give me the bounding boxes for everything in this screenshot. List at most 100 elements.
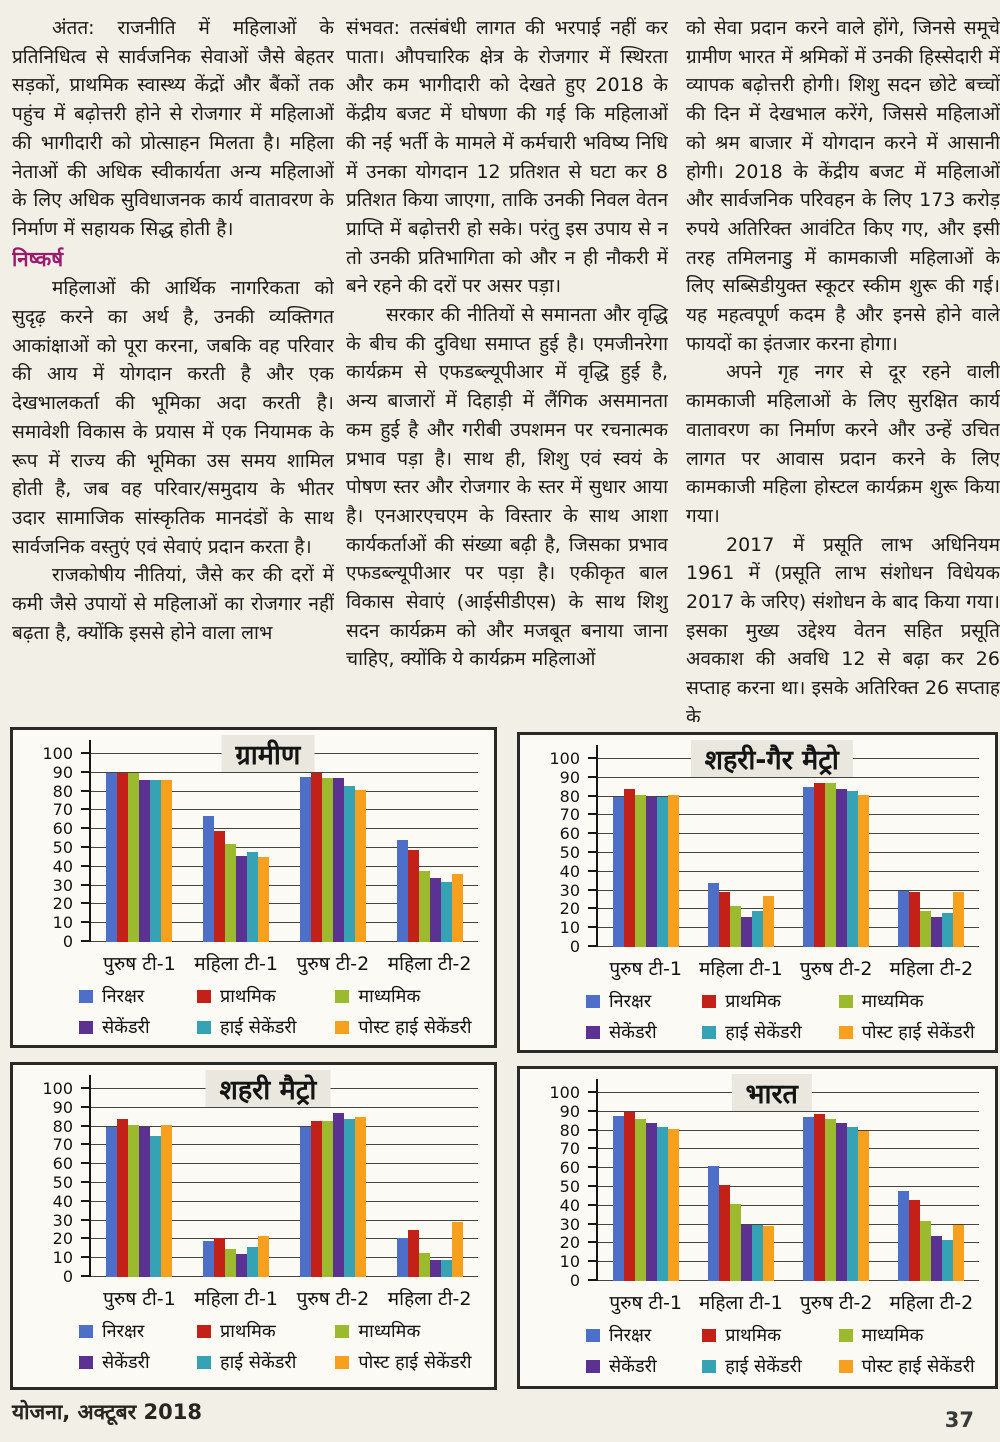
axis-tick	[81, 770, 91, 773]
y-axis-label: 100	[42, 744, 73, 763]
y-axis-label: 70	[559, 805, 580, 825]
y-axis-label: 10	[559, 918, 580, 938]
bar	[106, 1126, 118, 1277]
bar-group	[381, 1089, 478, 1277]
axis-tick	[81, 1143, 91, 1146]
y-axis-label: 30	[559, 880, 580, 900]
gridline	[91, 1106, 478, 1108]
legend-swatch-icon	[197, 1020, 212, 1034]
y-axis-label: 60	[52, 1154, 73, 1174]
x-axis-label: पुरुष टी-1	[103, 953, 176, 975]
y-axis-label: 60	[52, 819, 73, 839]
chart-legend: निरक्षर प्राथमिक माध्यमिक सेकेंडरी हाई सेकें…	[79, 984, 486, 1039]
y-axis-label: 60	[559, 1158, 580, 1178]
bar-group	[693, 1093, 788, 1281]
y-axis-label: 80	[52, 1116, 73, 1136]
x-axis-label: महिला टी-1	[194, 1288, 278, 1310]
bar	[418, 870, 430, 942]
bar	[707, 883, 719, 947]
legend-swatch-icon	[335, 1324, 350, 1338]
paragraph: अंतत: राजनीति में महिलाओं के प्रतिनिधित्…	[12, 17, 334, 240]
bar	[214, 831, 226, 942]
legend-swatch-icon	[335, 1355, 350, 1369]
bar	[612, 1115, 624, 1281]
legend-swatch-icon	[586, 1025, 600, 1039]
bar-group	[381, 754, 478, 942]
text-column-3: को सेवा प्रदान करने वाले होंगे, जिनसे सम…	[686, 14, 1000, 722]
bar	[451, 1222, 463, 1277]
legend-item: हाई सेकेंडरी	[702, 1020, 838, 1044]
axis-tick	[81, 1105, 91, 1108]
x-axis-label: पुरुष टी-1	[609, 1292, 682, 1314]
plot-area: 0 10 20 30 40 50 60 70 80 90 100	[549, 1079, 979, 1289]
legend-swatch-icon	[197, 989, 212, 1003]
bar	[718, 892, 730, 947]
chart-title: भारत	[731, 1074, 812, 1111]
legend-item: सेकेंडरी	[79, 1015, 197, 1039]
y-axis-label: 90	[52, 1097, 73, 1117]
legend-swatch-icon	[838, 994, 853, 1008]
gridline	[91, 1200, 478, 1202]
legend-swatch-icon	[586, 1359, 600, 1373]
gridline	[598, 1204, 979, 1206]
bar-group	[884, 759, 979, 947]
axis-tick	[588, 907, 598, 910]
axis-tick	[81, 940, 91, 942]
bar-group	[598, 1093, 693, 1281]
axis-tick	[588, 1091, 598, 1093]
bar	[740, 916, 752, 947]
legend-item: सेकेंडरी	[586, 1354, 702, 1378]
axis-tick	[81, 1087, 91, 1089]
y-axis-label: 90	[559, 1101, 580, 1121]
y-axis-label: 100	[549, 749, 580, 768]
axis-tick	[81, 1162, 91, 1165]
gridline	[91, 809, 478, 811]
y-axis-label: 80	[559, 786, 580, 806]
gridline	[598, 946, 979, 947]
text-column-2: संभवत: तत्संबंधी लागत की भरपाई नहीं कर प…	[346, 14, 668, 722]
bar-group	[598, 759, 693, 947]
legend-label: माध्यमिक	[358, 986, 421, 1007]
y-axis-label: 0	[62, 1267, 73, 1286]
gridline	[598, 1110, 979, 1112]
axis-tick	[588, 832, 598, 835]
bar	[332, 778, 344, 942]
bar	[898, 890, 910, 947]
legend-item: माध्यमिक	[335, 1319, 486, 1343]
bar-group	[91, 1089, 188, 1277]
axis-tick	[588, 1203, 598, 1206]
bar	[623, 1111, 635, 1281]
legend-label: हाई सेकेंडरी	[725, 1356, 802, 1377]
gridline	[598, 814, 979, 816]
bar	[623, 789, 635, 947]
axis-tick	[588, 1222, 598, 1225]
y-axis-label: 50	[52, 838, 73, 857]
bar	[299, 776, 311, 942]
legend-swatch-icon	[335, 989, 350, 1003]
bar	[258, 857, 270, 942]
bar	[729, 905, 741, 947]
legend-label: प्राथमिक	[220, 986, 276, 1007]
gridline	[598, 1261, 979, 1263]
legend-label: निरक्षर	[609, 991, 652, 1012]
bar	[751, 911, 763, 947]
y-axis-label: 50	[559, 1177, 580, 1196]
gridline	[91, 1276, 478, 1277]
legend-swatch-icon	[838, 1328, 853, 1342]
bar-group	[285, 754, 382, 942]
bar	[310, 1120, 322, 1277]
bar	[825, 783, 837, 947]
bar	[909, 892, 921, 947]
legend-item: सेकेंडरी	[79, 1350, 197, 1374]
bar	[203, 816, 215, 942]
bar	[803, 787, 815, 947]
legend-label: हाई सेकेंडरी	[220, 1017, 297, 1038]
legend-label: निरक्षर	[102, 1321, 145, 1342]
legend-label: सेकेंडरी	[609, 1022, 657, 1043]
bar	[396, 840, 408, 942]
axis-tick	[588, 1128, 598, 1131]
bar-groups	[598, 1093, 979, 1281]
y-axis-label: 0	[62, 932, 73, 951]
gridline	[91, 1125, 478, 1127]
